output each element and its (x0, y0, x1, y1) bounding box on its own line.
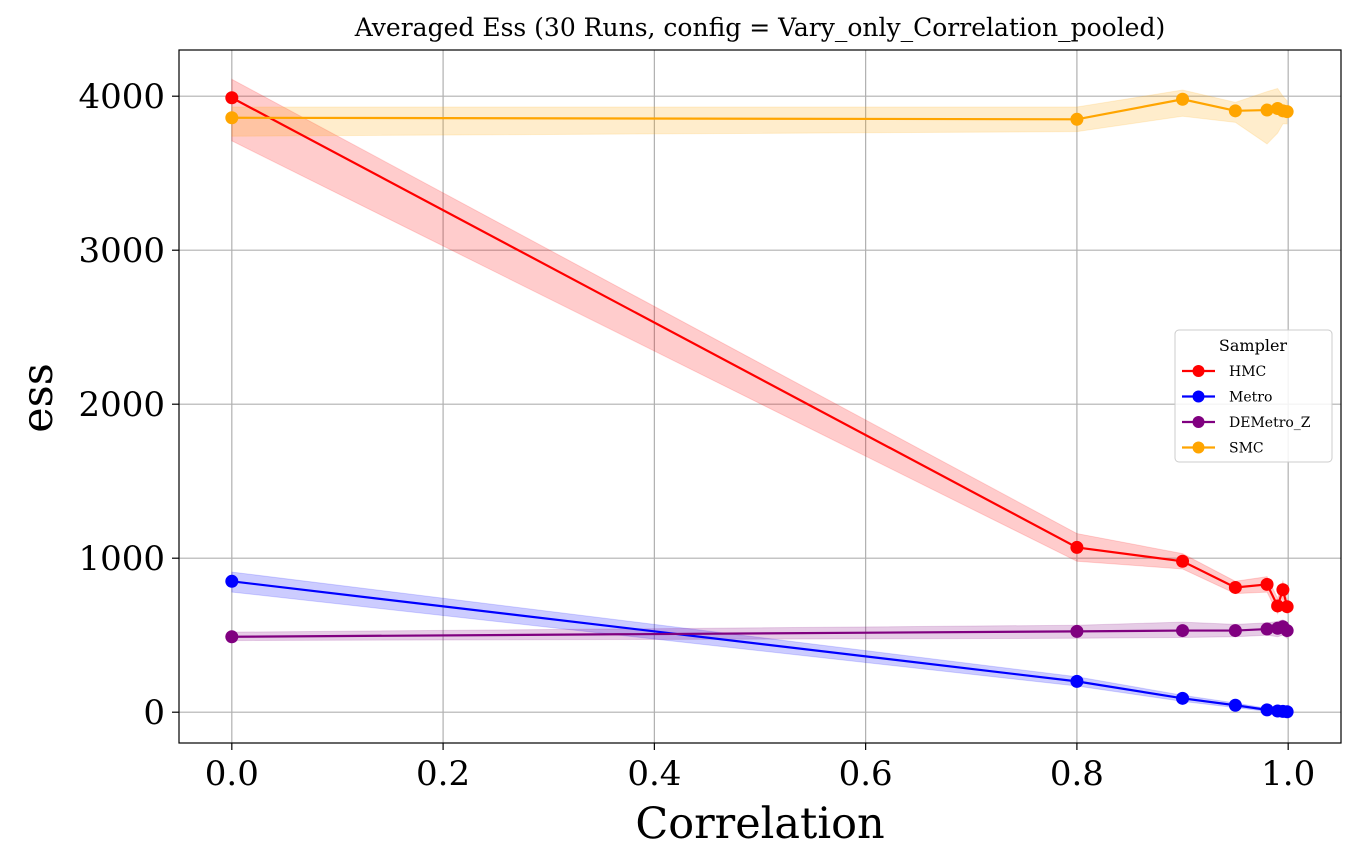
y-tick-label: 4000 (78, 77, 165, 117)
legend-entry-smc: SMC (1182, 441, 1264, 457)
legend-entries: HMC Metro DEMetro_Z SMC (1182, 364, 1311, 457)
legend-marker-metro (1192, 390, 1205, 403)
legend-label-demetro-z: DEMetro_Z (1229, 415, 1311, 431)
y-axis-label: ess (13, 363, 63, 433)
smc-point (225, 111, 239, 125)
x-tick-label: 0.6 (839, 754, 893, 794)
metro-point (1070, 674, 1084, 688)
demetro-z-point (225, 630, 239, 644)
smc-point (1280, 105, 1294, 119)
x-tick-label: 0.4 (627, 754, 681, 794)
hmc-point (1276, 583, 1290, 597)
metro-point (1228, 698, 1242, 712)
metro-point (225, 574, 239, 588)
y-tick-label: 1000 (78, 539, 165, 579)
x-tick-label: 0.2 (416, 754, 470, 794)
x-tick-label: 1.0 (1261, 754, 1315, 794)
smc-point (1070, 112, 1084, 126)
smc-confidence-band (231, 87, 1288, 145)
x-tick-label: 0.8 (1050, 754, 1104, 794)
y-tick-label: 0 (143, 693, 165, 733)
legend-entry-demetro-z: DEMetro_Z (1182, 415, 1311, 431)
hmc-point (1260, 577, 1274, 591)
legend-label-smc: SMC (1229, 441, 1264, 457)
x-axis-label: Correlation (635, 799, 884, 849)
demetro-z-point (1280, 624, 1294, 638)
demetro-z-point (1070, 624, 1084, 638)
metro-point (1176, 691, 1190, 705)
hmc-point (1271, 599, 1285, 613)
legend: Sampler HMC Metro DEMetro_Z SMC (1174, 329, 1333, 463)
smc-point (1228, 104, 1242, 118)
y-tick-label: 3000 (78, 231, 165, 271)
legend-label-hmc: HMC (1229, 364, 1266, 380)
legend-label-metro: Metro (1229, 390, 1272, 406)
hmc-point (1070, 540, 1084, 554)
plot-frame (178, 49, 1342, 744)
legend-entry-hmc: HMC (1182, 364, 1266, 380)
legend-entry-metro: Metro (1182, 390, 1272, 406)
hmc-confidence-band (231, 78, 1288, 615)
legend-marker-smc (1192, 441, 1205, 454)
metro-point (1280, 705, 1294, 719)
metro-point (1260, 703, 1274, 717)
smc-point (1260, 103, 1274, 117)
hmc-point (1280, 600, 1294, 614)
axis-ticks: 0.0 0.2 0.4 0.6 0.8 1.0 0 1000 2000 3000 4000 (78, 77, 1315, 794)
x-tick-label: 0.0 (205, 754, 259, 794)
hmc-point (225, 91, 239, 105)
demetro-z-point (1228, 624, 1242, 638)
demetro-z-point (1260, 622, 1274, 636)
legend-box (1174, 329, 1333, 463)
series-points (225, 91, 1294, 719)
y-tick-label: 2000 (78, 385, 165, 425)
smc-point (1176, 92, 1190, 106)
metro-confidence-band (231, 571, 1288, 713)
demetro-z-point (1176, 624, 1190, 638)
confidence-bands (231, 78, 1288, 713)
chart-title: Averaged Ess (30 Runs, config = Vary_onl… (354, 13, 1166, 42)
legend-marker-demetro-z (1192, 416, 1205, 428)
hmc-point (1228, 580, 1242, 594)
legend-title: Sampler (1219, 336, 1288, 355)
legend-marker-hmc (1192, 365, 1205, 377)
hmc-point (1176, 554, 1190, 568)
